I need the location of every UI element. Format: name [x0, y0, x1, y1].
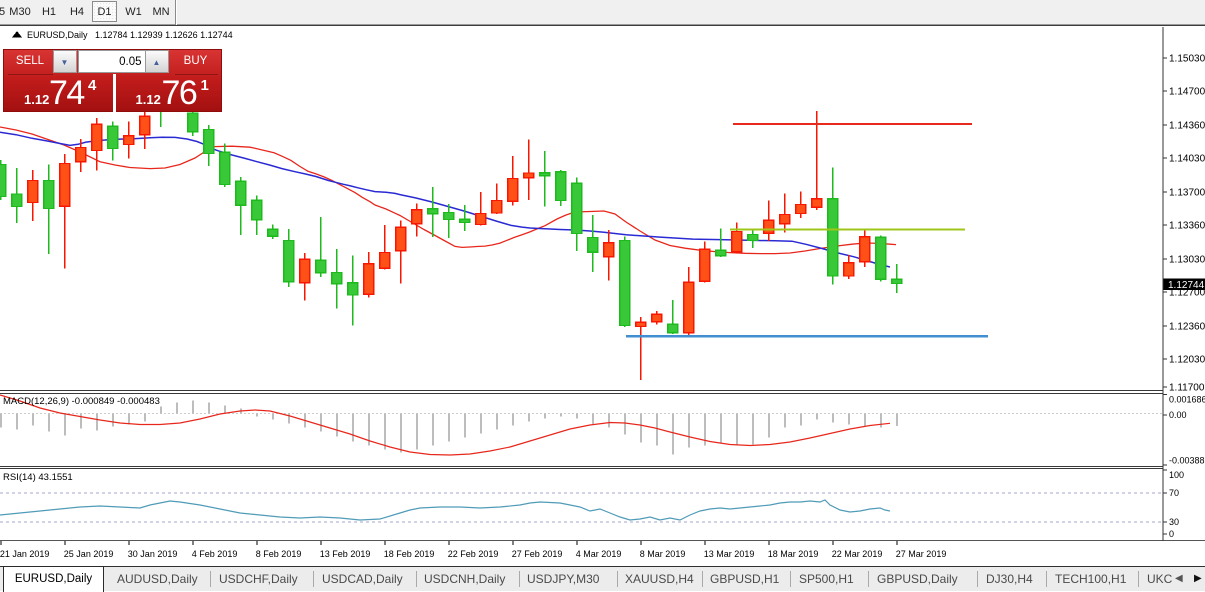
- svg-text:1.15030: 1.15030: [1169, 54, 1205, 65]
- svg-text:4 Feb 2019: 4 Feb 2019: [192, 549, 238, 559]
- svg-text:21 Jan 2019: 21 Jan 2019: [0, 549, 49, 559]
- svg-text:27 Mar 2019: 27 Mar 2019: [896, 549, 947, 559]
- svg-text:4 Mar 2019: 4 Mar 2019: [576, 549, 622, 559]
- svg-text:8 Feb 2019: 8 Feb 2019: [256, 549, 302, 559]
- svg-text:1.13030: 1.13030: [1169, 255, 1205, 266]
- svg-text:1.12030: 1.12030: [1169, 355, 1205, 366]
- svg-text:13 Mar 2019: 13 Mar 2019: [704, 549, 755, 559]
- svg-text:1.14360: 1.14360: [1169, 121, 1205, 132]
- svg-text:EURUSD,Daily 1.12784 1.12939: EURUSD,Daily 1.12784 1.12939 1.12626 1.1…: [27, 30, 233, 40]
- svg-text:22 Mar 2019: 22 Mar 2019: [832, 549, 883, 559]
- svg-text:0.00: 0.00: [1169, 410, 1187, 420]
- svg-text:70: 70: [1169, 488, 1179, 498]
- svg-text:30 Jan 2019: 30 Jan 2019: [128, 549, 178, 559]
- svg-text:30: 30: [1169, 517, 1179, 527]
- svg-text:27 Feb 2019: 27 Feb 2019: [512, 549, 563, 559]
- svg-text:100: 100: [1169, 470, 1184, 480]
- svg-text:1.13360: 1.13360: [1169, 221, 1205, 232]
- svg-text:8 Mar 2019: 8 Mar 2019: [640, 549, 686, 559]
- svg-text:1.14700: 1.14700: [1169, 87, 1205, 98]
- svg-text:1.13700: 1.13700: [1169, 188, 1205, 199]
- svg-text:1.14030: 1.14030: [1169, 154, 1205, 165]
- svg-text:18 Mar 2019: 18 Mar 2019: [768, 549, 819, 559]
- svg-text:1.11700: 1.11700: [1169, 383, 1205, 394]
- svg-text:0.001686: 0.001686: [1169, 394, 1205, 404]
- svg-text:13 Feb 2019: 13 Feb 2019: [320, 549, 371, 559]
- svg-text:22 Feb 2019: 22 Feb 2019: [448, 549, 499, 559]
- svg-text:0: 0: [1169, 529, 1174, 539]
- svg-text:MACD(12,26,9) -0.000849 -0.000: MACD(12,26,9) -0.000849 -0.000483: [3, 396, 160, 407]
- svg-text:1.12744: 1.12744: [1168, 280, 1205, 291]
- svg-text:25 Jan 2019: 25 Jan 2019: [64, 549, 114, 559]
- svg-text:-0.00388: -0.00388: [1169, 456, 1205, 466]
- svg-text:RSI(14) 43.1551: RSI(14) 43.1551: [3, 472, 73, 483]
- svg-text:18 Feb 2019: 18 Feb 2019: [384, 549, 435, 559]
- svg-text:1.12360: 1.12360: [1169, 322, 1205, 333]
